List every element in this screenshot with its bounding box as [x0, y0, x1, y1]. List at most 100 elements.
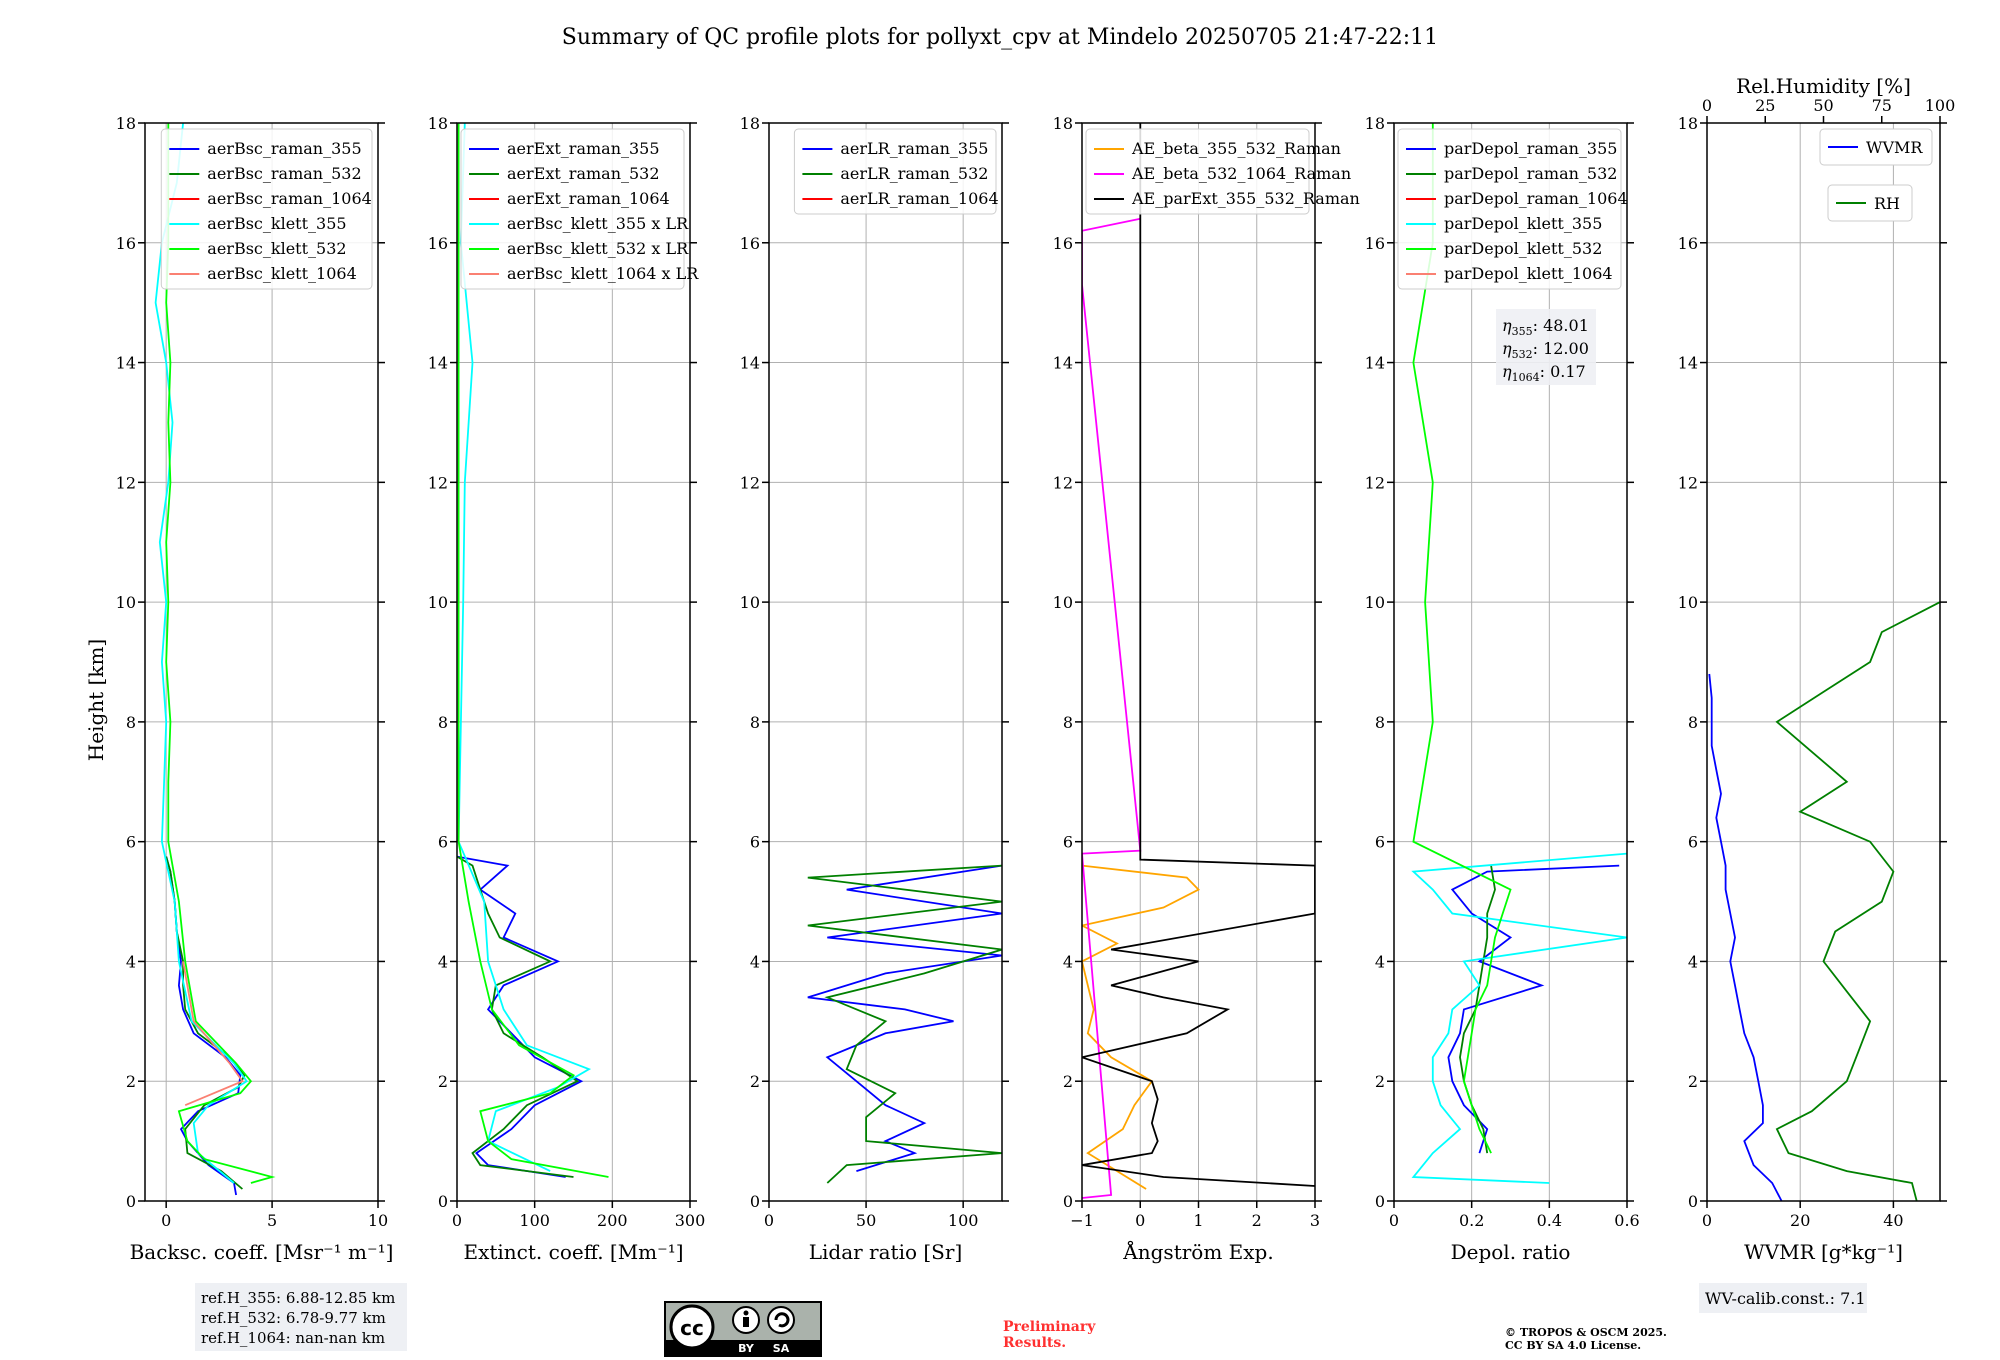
legend-label: RH — [1874, 194, 1900, 213]
series-line-aerbsc-klett-1064 — [182, 961, 244, 1107]
series-line-aerbsc-klett-355 — [154, 123, 248, 1184]
axes-frame — [1393, 122, 1628, 1202]
x-tick-label: 5 — [267, 1211, 277, 1230]
y-tick-label: 4 — [750, 952, 760, 971]
y-tick-label: 0 — [438, 1192, 448, 1211]
axes-frame — [1081, 122, 1316, 1202]
series-line-ae-parext-355-532-raman — [1082, 123, 1315, 1187]
y-tick-label: 8 — [126, 713, 136, 732]
reference-line-532: ref.H_532: 6.78-9.77 km — [201, 1309, 386, 1327]
y-tick-label: 0 — [750, 1192, 760, 1211]
calibration-text: WV-calib.const.: 7.1 — [1705, 1289, 1866, 1308]
y-tick-label: 4 — [1688, 952, 1698, 971]
y-tick-label: 4 — [126, 952, 136, 971]
x-tick-label: 20 — [1790, 1211, 1810, 1230]
y-tick-label: 6 — [1375, 833, 1385, 852]
top-x-tick-label: 75 — [1872, 96, 1892, 115]
series-line-aerbsc-klett-532 — [165, 123, 276, 1184]
x-tick-label: 0 — [1135, 1211, 1145, 1230]
x-tick-label: −1 — [1070, 1211, 1094, 1230]
legend-label: AE_beta_355_532_Raman — [1131, 139, 1341, 158]
y-tick-label: 6 — [438, 833, 448, 852]
chart-panel-2: 0 2 4 6 8 10 12 14 16 18 0 100 200 300 Extinct. coeff.… — [428, 114, 706, 1264]
y-tick-label: 14 — [1365, 354, 1385, 373]
y-tick-label: 2 — [1688, 1072, 1698, 1091]
y-tick-label: 16 — [1365, 234, 1385, 253]
sa-share-icon — [767, 1306, 795, 1334]
y-tick-label: 0 — [1375, 1192, 1385, 1211]
y-tick-label: 6 — [1688, 833, 1698, 852]
series-line-aerlr-raman-532 — [807, 864, 1002, 1184]
x-tick-label: 0 — [452, 1211, 462, 1230]
y-tick-label: 18 — [740, 114, 760, 133]
legend-label: aerExt_raman_1064 — [507, 189, 670, 208]
calibration-box — [1699, 1283, 1867, 1313]
y-tick-label: 2 — [438, 1072, 448, 1091]
y-tick-label: 8 — [1063, 713, 1073, 732]
series-line-wvmr — [1708, 673, 1783, 1201]
chart-panel-5: 0 2 4 6 8 10 12 14 16 18 0 0.2 0.4 0.6 Depol. ratio par… — [1365, 114, 1640, 1264]
y-tick-label: 12 — [428, 473, 448, 492]
y-tick-label: 14 — [1678, 354, 1698, 373]
series-line-aerbsc-raman-532 — [165, 856, 246, 1190]
legend-label: parDepol_klett_355 — [1444, 214, 1602, 233]
y-tick-label: 2 — [750, 1072, 760, 1091]
series-line-ae-beta-355-532-raman — [1082, 864, 1200, 1190]
legend-label: aerBsc_raman_355 — [207, 139, 361, 158]
y-tick-label: 4 — [438, 952, 448, 971]
annotation-text: η355: 48.01 — [1502, 316, 1589, 338]
series-line-aerlr-raman-355 — [807, 864, 1002, 1172]
axes-frame — [144, 122, 379, 1202]
legend-label: parDepol_raman_355 — [1444, 139, 1617, 158]
series-line-pardepol-klett-355 — [1411, 852, 1627, 1184]
legend-label: aerBsc_klett_532 x LR — [507, 239, 689, 258]
y-tick-label: 10 — [1053, 593, 1073, 612]
series-line-aerext-raman-532 — [457, 855, 580, 1178]
top-x-axis-label: Rel.Humidity [%] — [1736, 74, 1911, 98]
legend-box — [1397, 128, 1622, 290]
x-tick-label: 2 — [1252, 1211, 1262, 1230]
x-tick-label: 40 — [1883, 1211, 1903, 1230]
y-tick-label: 14 — [116, 354, 136, 373]
legend-label: parDepol_klett_532 — [1444, 239, 1602, 258]
series-line-aerbsc-raman-355 — [165, 856, 242, 1196]
y-tick-label: 18 — [1365, 114, 1385, 133]
x-tick-label: 0.6 — [1614, 1211, 1639, 1230]
y-tick-label: 12 — [1678, 473, 1698, 492]
x-tick-label: 10 — [368, 1211, 388, 1230]
y-tick-label: 14 — [1053, 354, 1073, 373]
y-tick-label: 0 — [1688, 1192, 1698, 1211]
copyright-line-1: © TROPOS & OSCM 2025. — [1505, 1326, 1667, 1339]
x-axis-label: Ångström Exp. — [1122, 1239, 1273, 1264]
top-x-tick-label: 0 — [1702, 96, 1712, 115]
y-tick-label: 8 — [1688, 713, 1698, 732]
legend-label: aerBsc_klett_1064 — [207, 264, 356, 283]
legend-label: WVMR — [1866, 138, 1923, 157]
y-tick-label: 18 — [116, 114, 136, 133]
legend-box — [1085, 128, 1310, 215]
y-tick-label: 14 — [428, 354, 448, 373]
x-tick-label: 300 — [675, 1211, 706, 1230]
y-tick-label: 8 — [1375, 713, 1385, 732]
y-tick-label: 10 — [740, 593, 760, 612]
x-tick-label: 0 — [764, 1211, 774, 1230]
cc-text: cc — [680, 1316, 704, 1340]
y-tick-label: 12 — [740, 473, 760, 492]
y-tick-label: 16 — [1053, 234, 1073, 253]
y-tick-label: 0 — [1063, 1192, 1073, 1211]
copyright-line-2: CC BY SA 4.0 License. — [1505, 1339, 1641, 1352]
shared-ylabel: Height [km] — [84, 639, 108, 761]
x-tick-label: 1 — [1193, 1211, 1203, 1230]
y-tick-label: 18 — [1053, 114, 1073, 133]
series-line-pardepol-klett-532 — [1412, 123, 1512, 1154]
x-tick-label: 0.4 — [1537, 1211, 1562, 1230]
series-line-aerext-raman-355 — [457, 855, 584, 1178]
y-tick-label: 18 — [1678, 114, 1698, 133]
x-tick-label: 50 — [856, 1211, 876, 1230]
legend-label: aerLR_raman_1064 — [840, 189, 998, 208]
y-tick-label: 4 — [1063, 952, 1073, 971]
y-tick-label: 2 — [1063, 1072, 1073, 1091]
y-tick-label: 0 — [126, 1192, 136, 1211]
y-tick-label: 14 — [740, 354, 760, 373]
